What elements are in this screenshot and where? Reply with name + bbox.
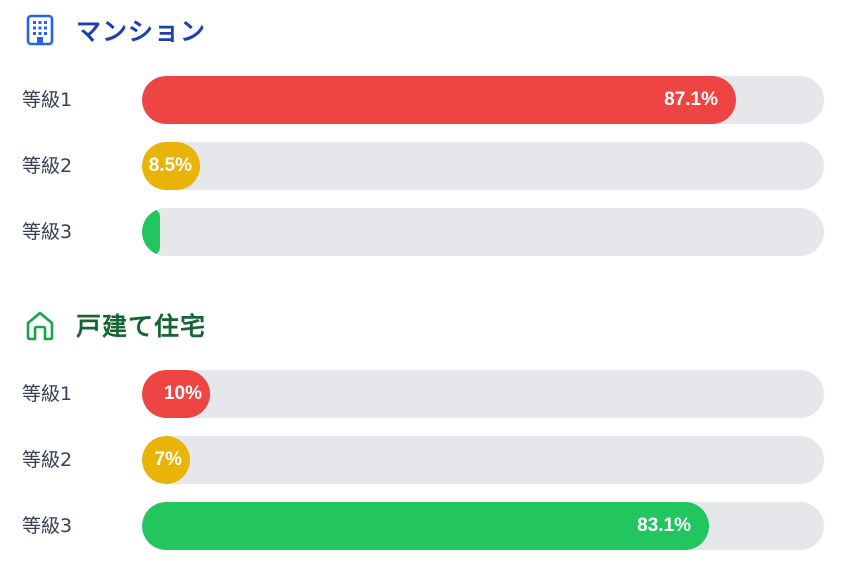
category-label: 等級1 — [22, 89, 73, 111]
section-header-house: 戸建て住宅 — [24, 307, 206, 343]
bar: 87.1% — [142, 76, 736, 124]
bar: 83.1% — [142, 502, 709, 550]
data-label: 7% — [154, 449, 182, 470]
house-icon — [24, 309, 56, 341]
category-label: 等級2 — [22, 155, 73, 177]
data-label: 87.1% — [664, 89, 718, 110]
category-label: 等級1 — [22, 383, 73, 405]
bar: 8.5% — [142, 142, 200, 190]
section-header-mansion: マンション — [24, 12, 206, 48]
bar-track: 83.1% — [142, 502, 824, 550]
bar-row: 等級3 83.1% — [0, 502, 844, 550]
bar-track: 8.5% — [142, 142, 824, 190]
bar: 10% — [142, 370, 210, 418]
category-label: 等級3 — [22, 221, 73, 243]
chart-title: 戸建て住宅 — [76, 312, 207, 341]
building-icon — [24, 14, 56, 46]
data-label: 83.1% — [637, 515, 691, 536]
bar-row: 等級3 — [0, 208, 844, 256]
bar-track: 87.1% — [142, 76, 824, 124]
bar-row: 等級1 10% — [0, 370, 844, 418]
bar-track — [142, 208, 824, 256]
chart-title: マンション — [76, 17, 207, 46]
bar-row: 等級2 7% — [0, 436, 844, 484]
bar — [142, 208, 160, 256]
category-label: 等級3 — [22, 515, 73, 537]
category-label: 等級2 — [22, 449, 73, 471]
bar: 7% — [142, 436, 190, 484]
bar-track: 7% — [142, 436, 824, 484]
bar-track: 10% — [142, 370, 824, 418]
bar-row: 等級1 87.1% — [0, 76, 844, 124]
bar-row: 等級2 8.5% — [0, 142, 844, 190]
data-label: 10% — [163, 383, 202, 404]
data-label: 8.5% — [148, 155, 192, 176]
